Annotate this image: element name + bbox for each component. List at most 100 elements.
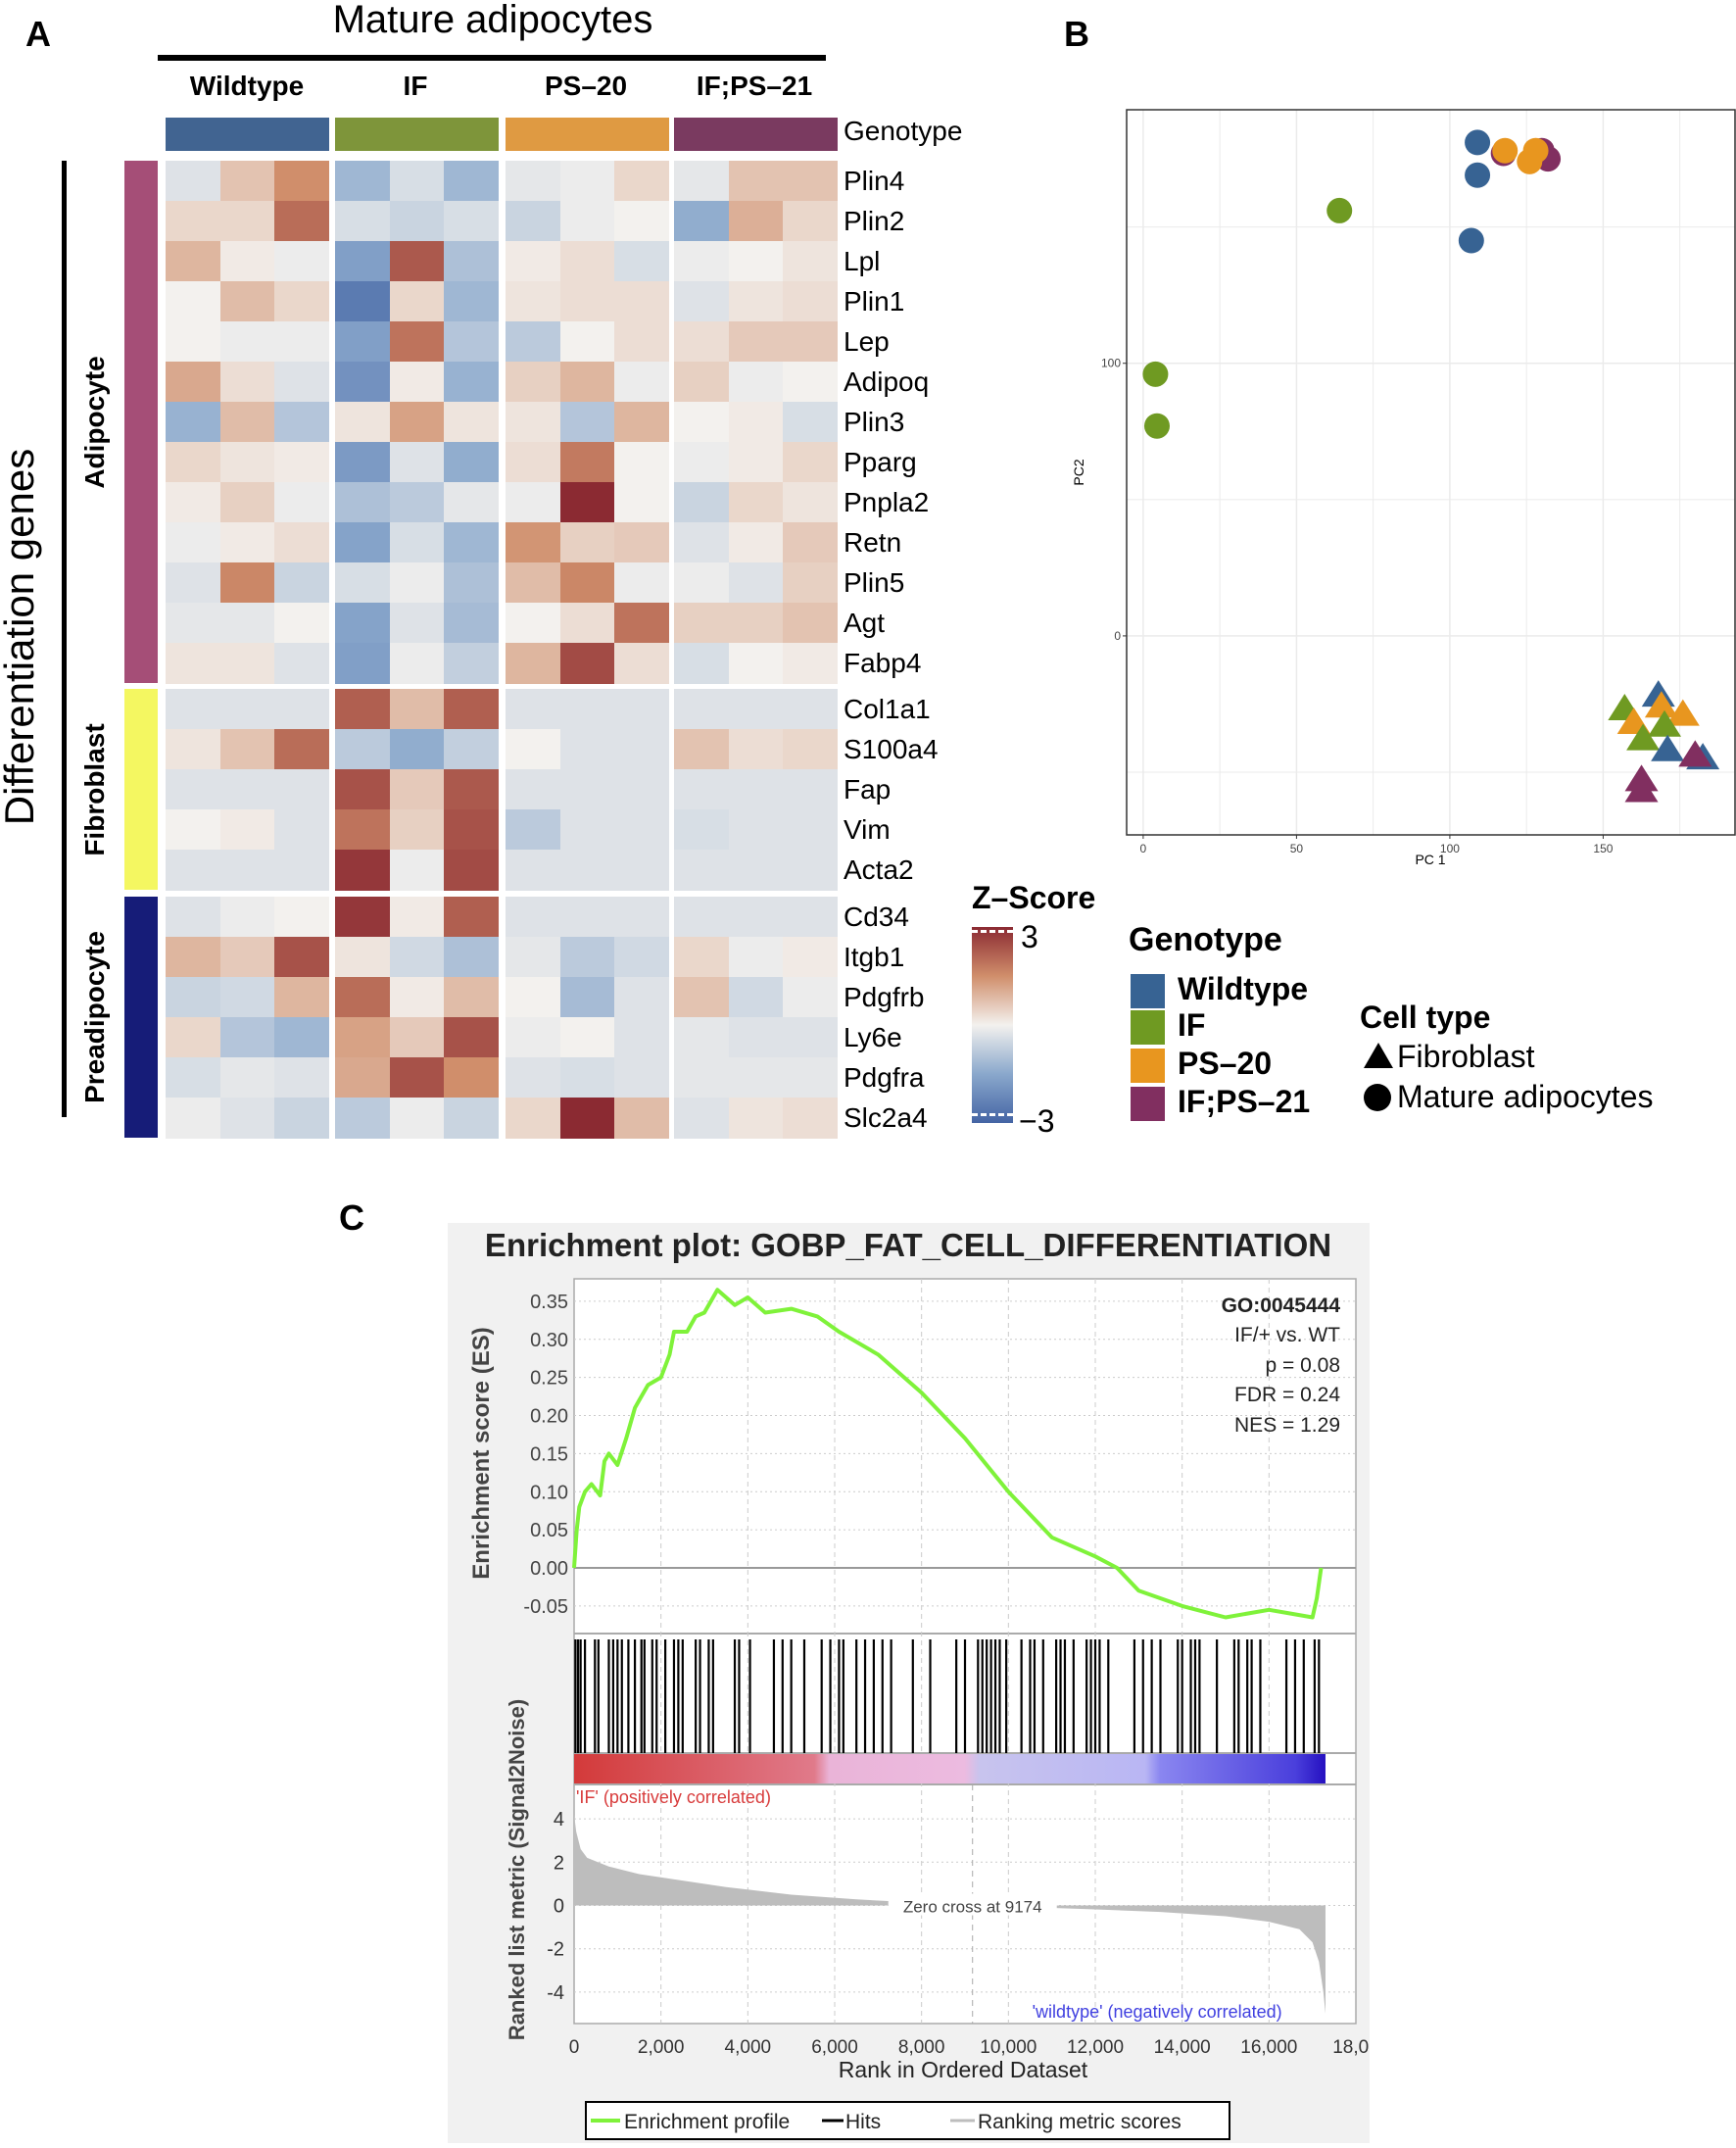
heatmap-cell	[783, 643, 839, 684]
heatmap-cell	[219, 522, 275, 563]
heatmap-cell	[783, 603, 839, 644]
heatmap-cell	[274, 161, 330, 202]
x-tick-label: 0	[1140, 842, 1147, 855]
gene-label: Acta2	[844, 854, 914, 885]
heatmap-cell	[506, 603, 561, 644]
heatmap-cell	[389, 362, 445, 403]
es-tick-label: -0.05	[523, 1596, 568, 1618]
heatmap-cell	[166, 729, 221, 770]
x-tick-label: 50	[1290, 842, 1304, 855]
heatmap-cell	[335, 689, 391, 730]
heatmap-cell	[219, 402, 275, 443]
gene-label: Fap	[844, 774, 892, 805]
heatmap-cell	[728, 689, 784, 730]
heatmap-cell	[674, 402, 730, 443]
heatmap-cell	[444, 1098, 500, 1139]
heatmap-cell	[728, 643, 784, 684]
colorbar-tick	[972, 1113, 1013, 1116]
heatmap-cell	[444, 522, 500, 563]
heatmap-cell	[728, 201, 784, 242]
gene-label: Vim	[844, 814, 891, 845]
heatmap-cell	[389, 1017, 445, 1058]
heatmap-cell	[559, 321, 615, 363]
heatmap-cell	[335, 321, 391, 363]
heatmap-cell	[614, 161, 670, 202]
heatmap-cell	[559, 402, 615, 443]
heatmap-cell	[674, 769, 730, 810]
heatmap-cell	[335, 769, 391, 810]
heatmap-cell	[444, 937, 500, 978]
x-tick-label: 14,000	[1154, 2037, 1211, 2058]
heatmap-cell	[506, 769, 561, 810]
gene-label: Plin2	[844, 206, 905, 236]
heatmap-cell	[389, 402, 445, 443]
es-tick-label: 0.20	[530, 1406, 568, 1428]
heatmap-cell	[506, 402, 561, 443]
heatmap-cell	[674, 321, 730, 363]
heatmap-cell	[166, 1098, 221, 1139]
heatmap-cell	[166, 643, 221, 684]
heatmap-cell	[559, 643, 615, 684]
pca-point-fibroblast	[1626, 723, 1661, 751]
heatmap-cell	[219, 482, 275, 523]
heatmap-cell	[444, 643, 500, 684]
heatmap-cell	[444, 241, 500, 282]
heatmap-cell	[166, 1057, 221, 1098]
heatmap-cell	[335, 442, 391, 483]
heatmap-cell	[783, 1098, 839, 1139]
heatmap-cell	[674, 937, 730, 978]
es-tick-label: 0.10	[530, 1482, 568, 1503]
es-tick-label: 0.15	[530, 1443, 568, 1465]
genotype-legend-title: Genotype	[1129, 921, 1282, 958]
gene-label: Adipoq	[844, 366, 930, 397]
heatmap-cell	[219, 1098, 275, 1139]
heatmap-cell	[674, 1057, 730, 1098]
heatmap-cell	[559, 482, 615, 523]
heatmap-cell	[506, 321, 561, 363]
heatmap-cell	[783, 1057, 839, 1098]
heatmap-cell	[728, 897, 784, 938]
heatmap-cell	[783, 809, 839, 851]
heatmap-cell	[614, 442, 670, 483]
gene-label: Fabp4	[844, 648, 922, 678]
heatmap-cell	[506, 729, 561, 770]
heatmap-cell	[783, 1017, 839, 1058]
heatmap-cell	[559, 977, 615, 1018]
heatmap-cell	[389, 321, 445, 363]
gene-label: Agt	[844, 608, 886, 638]
heatmap-cell	[506, 1017, 561, 1058]
genotype-swatch	[1131, 1049, 1165, 1083]
heatmap-cell	[444, 603, 500, 644]
gene-label: Ly6e	[844, 1022, 902, 1052]
heatmap-cell	[219, 850, 275, 891]
x-tick-label: 2,000	[638, 2037, 685, 2058]
pca-point-adipocyte	[1142, 361, 1169, 387]
pca-point-adipocyte	[1458, 227, 1484, 254]
colorbar-tick	[972, 930, 1013, 933]
heatmap-cell	[783, 897, 839, 938]
x-tick-label: 18,00	[1332, 2037, 1370, 2058]
pca-point-adipocyte	[1326, 197, 1353, 223]
heatmap-cell	[444, 442, 500, 483]
heatmap-cell	[444, 1057, 500, 1098]
heatmap-cell	[274, 402, 330, 443]
heatmap-cell	[335, 603, 391, 644]
heatmap-cell	[506, 850, 561, 891]
heatmap-cell	[614, 1057, 670, 1098]
heatmap-cell	[219, 689, 275, 730]
heatmap-cell	[614, 402, 670, 443]
heatmap-cell	[444, 201, 500, 242]
heatmap-cell	[614, 241, 670, 282]
heatmap-cell	[335, 850, 391, 891]
zscore-legend-title: Z–Score	[972, 880, 1096, 915]
heatmap-cell	[614, 1017, 670, 1058]
heatmap-cell	[783, 562, 839, 604]
pca-xlabel: PC 1	[1415, 852, 1445, 867]
metric-tick-label: -4	[547, 1982, 564, 2004]
heatmap-cell	[674, 850, 730, 891]
heatmap-cell	[783, 937, 839, 978]
gene-label: Plin5	[844, 567, 905, 598]
heatmap-cell	[166, 689, 221, 730]
heatmap-cell	[614, 977, 670, 1018]
panel-c-label: C	[339, 1197, 364, 1238]
